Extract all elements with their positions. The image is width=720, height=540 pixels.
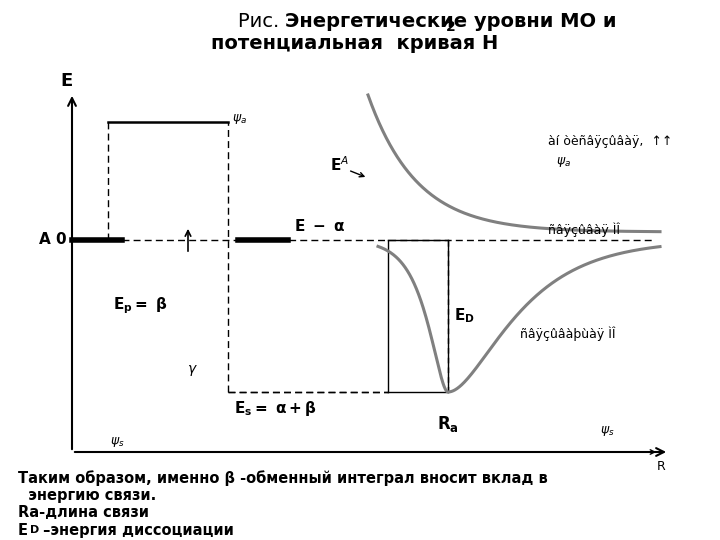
Text: Таким образом, именно β -обменный интеграл вносит вклад в: Таким образом, именно β -обменный интегр… — [18, 470, 548, 486]
Text: A 0: A 0 — [40, 233, 67, 247]
Text: 2: 2 — [446, 20, 456, 34]
Text: R: R — [657, 460, 666, 473]
Text: àí òèñâÿçûâàÿ,  ↑↑: àí òèñâÿçûâàÿ, ↑↑ — [548, 136, 672, 148]
Text: $\psi_s$: $\psi_s$ — [600, 424, 615, 438]
Text: $\psi_a$: $\psi_a$ — [232, 112, 247, 126]
Text: E: E — [61, 72, 73, 90]
Text: энергию связи.: энергию связи. — [18, 488, 156, 503]
Text: ñâÿçûâàÿ ÌÎ: ñâÿçûâàÿ ÌÎ — [548, 222, 620, 237]
Text: Рис.: Рис. — [238, 12, 285, 31]
Text: ñâÿçûâàþùàÿ ÌÎ: ñâÿçûâàþùàÿ ÌÎ — [520, 327, 616, 341]
Text: $\mathbf{E\ -\ \alpha}$: $\mathbf{E\ -\ \alpha}$ — [294, 218, 345, 234]
Text: $\psi_s$: $\psi_s$ — [110, 435, 125, 449]
Text: $\mathbf{E_s=\ \alpha+\beta}$: $\mathbf{E_s=\ \alpha+\beta}$ — [234, 399, 316, 417]
Text: Энергетические уровни МО и: Энергетические уровни МО и — [285, 12, 616, 31]
Text: $\mathbf{E}^A$: $\mathbf{E}^A$ — [330, 156, 349, 174]
Text: D: D — [30, 525, 40, 535]
Text: E: E — [18, 523, 28, 538]
Text: $\mathbf{R_a}$: $\mathbf{R_a}$ — [437, 414, 459, 434]
Text: $\gamma$: $\gamma$ — [186, 362, 197, 377]
Text: $\mathbf{E_p=\ \beta}$: $\mathbf{E_p=\ \beta}$ — [113, 296, 168, 316]
Text: –энергия диссоциации: –энергия диссоциации — [38, 523, 234, 538]
Text: потенциальная  кривая H: потенциальная кривая H — [212, 34, 499, 53]
Text: $\psi_a$: $\psi_a$ — [556, 155, 571, 169]
Text: $\mathbf{E_D}$: $\mathbf{E_D}$ — [454, 307, 474, 325]
Text: Ra-длина связи: Ra-длина связи — [18, 505, 149, 520]
